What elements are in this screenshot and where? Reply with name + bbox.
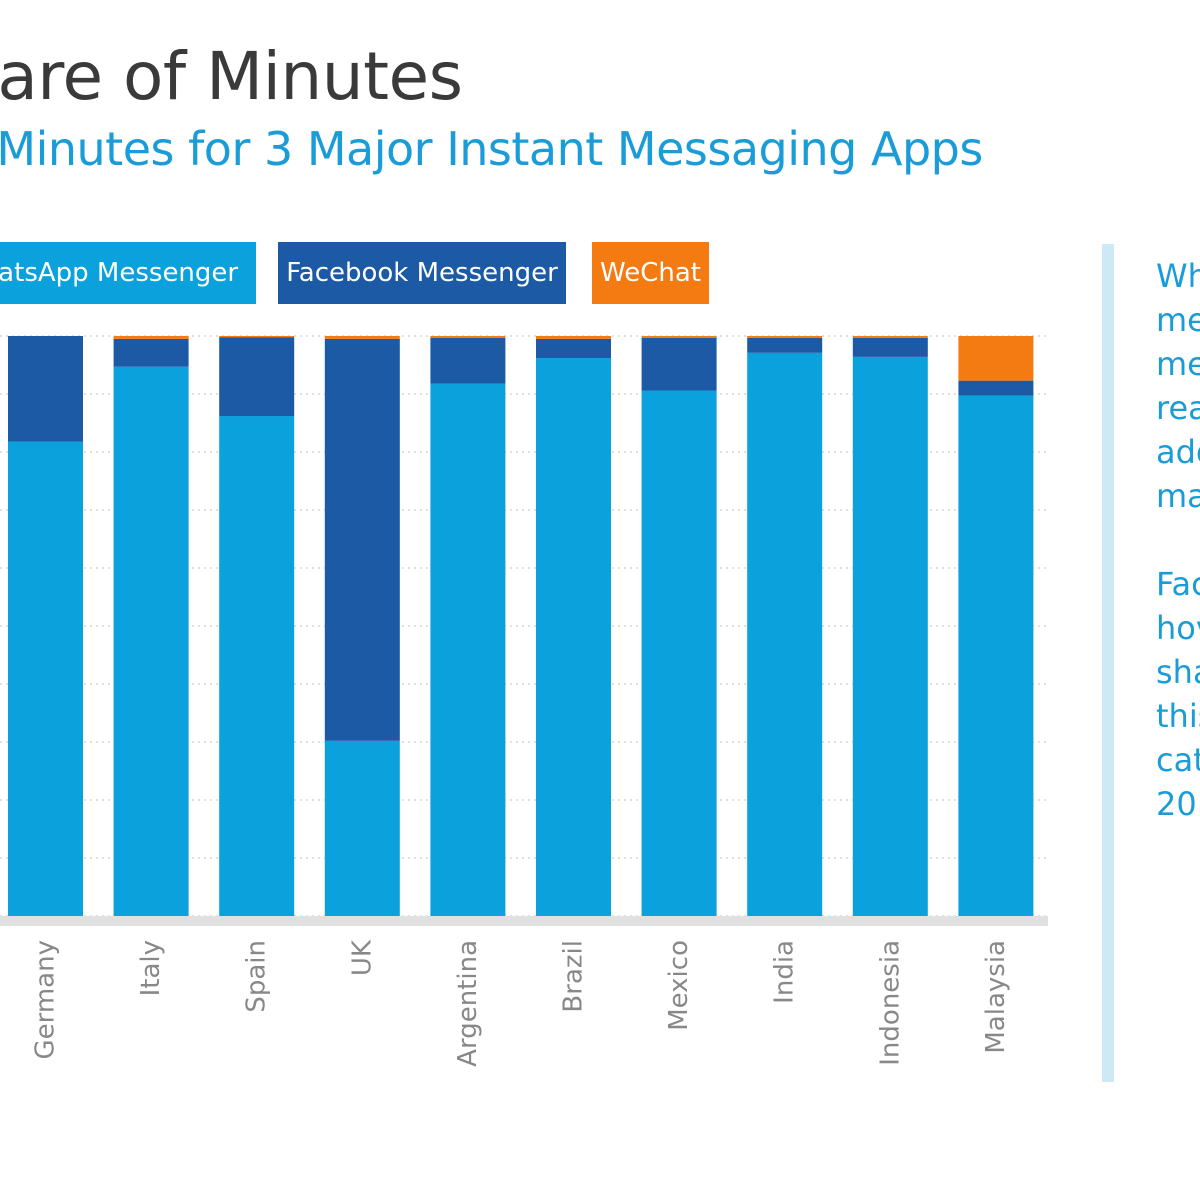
bar-spain-series-1 <box>219 337 295 417</box>
bar-uk-series-2 <box>324 336 400 339</box>
bar-uk-series-1 <box>324 338 400 741</box>
sidebar-divider <box>1102 244 1114 1082</box>
bar-malaysia-series-1 <box>958 380 1034 396</box>
bar-argentina-series-0 <box>430 383 506 916</box>
bar-brazil-series-2 <box>536 336 611 339</box>
chart-subtitle: l Minutes for 3 Major Instant Messaging … <box>0 122 983 176</box>
side-line: rea <box>1156 389 1200 427</box>
bar-italy-series-1 <box>113 338 189 367</box>
x-tick-label: UK <box>347 939 377 976</box>
bar-india-series-1 <box>747 337 823 353</box>
bar-indonesia-series-2 <box>852 336 928 338</box>
bar-brazil-series-0 <box>536 358 611 916</box>
x-tick-label: Spain <box>242 940 272 1013</box>
side-line: Fac <box>1156 565 1200 603</box>
side-commentary: Wh me me rea add ma Fac hov sha this cat… <box>1156 254 1200 870</box>
bar-mexico-series-2 <box>641 336 717 338</box>
x-tick-label: Italy <box>136 940 166 996</box>
side-line: cat <box>1156 741 1200 779</box>
chart-title: hare of Minutes <box>0 38 463 115</box>
side-line: Wh <box>1156 257 1200 295</box>
side-paragraph-1: Wh me me rea add ma <box>1156 254 1200 518</box>
bar-argentina-series-1 <box>430 337 506 384</box>
bar-malaysia-series-0 <box>958 395 1034 916</box>
bar-brazil-series-1 <box>536 338 611 359</box>
bar-indonesia-series-1 <box>852 337 928 357</box>
bar-italy-series-0 <box>113 366 189 916</box>
bar-malaysia-series-2 <box>958 336 1034 381</box>
x-tick-label: Argentina <box>453 940 483 1067</box>
bar-spain-series-0 <box>219 416 295 916</box>
bar-argentina-series-2 <box>430 336 506 338</box>
x-axis-baseline <box>0 916 1048 926</box>
bar-uk-series-0 <box>324 740 400 916</box>
x-tick-label: Mexico <box>664 940 694 1031</box>
side-line: this <box>1156 697 1200 735</box>
bar-indonesia-series-0 <box>852 356 928 916</box>
bar-italy-series-2 <box>113 336 189 339</box>
side-line: add <box>1156 433 1200 471</box>
side-line: me <box>1156 301 1200 339</box>
stacked-bar-chart: Germany Italy Spain UK Argentina Brazil Mexico… <box>0 335 1048 1067</box>
side-line: ma <box>1156 477 1200 515</box>
side-line: 201 <box>1156 785 1200 823</box>
x-tick-label: Indonesia <box>875 940 905 1066</box>
bar-india-series-0 <box>747 352 823 916</box>
x-tick-label: India <box>770 940 800 1004</box>
side-paragraph-2: Fac hov sha this cat 201 <box>1156 562 1200 826</box>
legend-whatsapp: WhatsApp Messenger <box>0 242 256 304</box>
x-tick-label: Brazil <box>559 940 589 1013</box>
bar-spain-series-2 <box>219 336 295 338</box>
x-tick-label: Germany <box>31 940 61 1060</box>
bar-germany-series-1 <box>8 336 83 442</box>
legend-facebook-messenger: Facebook Messenger <box>278 242 566 304</box>
bar-mexico-series-1 <box>641 337 717 391</box>
side-line: me <box>1156 345 1200 383</box>
side-line: hov <box>1156 609 1200 647</box>
x-tick-label: Malaysia <box>981 940 1011 1054</box>
bar-germany-series-0 <box>8 441 83 916</box>
bar-mexico-series-0 <box>641 390 717 916</box>
legend-wechat: WeChat <box>592 242 709 304</box>
bar-india-series-2 <box>747 336 823 338</box>
side-line: sha <box>1156 653 1200 691</box>
